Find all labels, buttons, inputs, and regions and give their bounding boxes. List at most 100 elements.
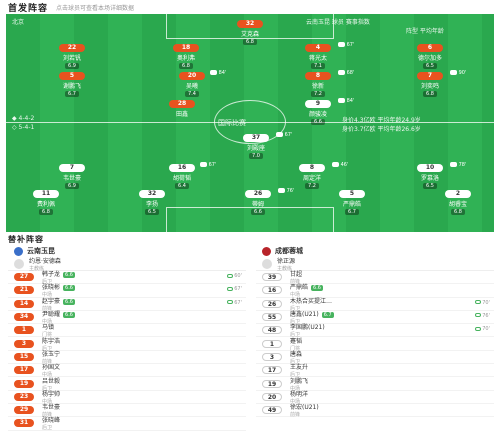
home-player[interactable]: 9 颜骏凌 6.6 bbox=[288, 100, 348, 125]
bench-player-row[interactable]: 3 陈宇浩 后卫 bbox=[8, 337, 246, 352]
away-team-name: 成都蓉城 bbox=[275, 247, 303, 255]
away-player[interactable]: 26 蒂姆 6.6 bbox=[228, 190, 288, 215]
bench-player-row[interactable]: 21 张晓彬 6.6 中场 67' bbox=[8, 284, 246, 298]
bench-player-info: 韩子龙 6.6 后卫 bbox=[42, 269, 246, 285]
player-name: 蒂姆 bbox=[251, 201, 264, 208]
bench-player-row[interactable]: 26 木热合买提江… 后卫 70' bbox=[256, 298, 494, 312]
player-name: 徐新 bbox=[311, 83, 324, 90]
bench-player-row[interactable]: 27 韩子龙 6.6 后卫 60' bbox=[8, 269, 246, 285]
home-player[interactable]: 4 蒋光太 7.1 bbox=[288, 44, 348, 69]
pitch-info-2: 阵型 平均年龄 bbox=[406, 28, 444, 35]
substitution-icon bbox=[278, 188, 285, 193]
bench-player-row[interactable]: 19 吕世毅 后卫 bbox=[8, 377, 246, 392]
bench-player-row[interactable]: 20 杨明洋 中场 bbox=[256, 391, 494, 405]
player-position: 门将 bbox=[42, 332, 53, 339]
away-player[interactable]: 37 刘殿座 7.0 bbox=[226, 134, 286, 159]
player-name: 周定洋 bbox=[302, 175, 321, 182]
bench-player-row[interactable]: 39 甘超 前锋 bbox=[256, 271, 494, 285]
bench-player-row[interactable]: 34 尹聪耀 6.6 中场 bbox=[8, 311, 246, 326]
player-name: 徐宏(U21) bbox=[290, 404, 319, 412]
player-name: 唐淼 bbox=[290, 350, 303, 358]
jersey-number: 32 bbox=[237, 20, 263, 28]
bench-player-row[interactable]: 31 张晓峰 后卫 bbox=[8, 417, 246, 431]
sub-event: 76' bbox=[278, 188, 294, 194]
bench-player-row[interactable]: 3 唐淼 后卫 bbox=[256, 349, 494, 365]
bench-player-info: 王友升 后卫 bbox=[290, 362, 494, 378]
bench-player-info: 唐鑫(U21) 6.7 后卫 bbox=[290, 309, 494, 325]
away-team-row: 成都蓉城 bbox=[256, 245, 494, 257]
bench-player-row[interactable]: 17 王友升 后卫 bbox=[256, 362, 494, 378]
home-player[interactable]: 8 徐新 7.2 bbox=[288, 72, 348, 97]
player-name: 罗慕洛 bbox=[420, 175, 439, 182]
player-position: 后卫 bbox=[42, 385, 53, 392]
jersey-number: 9 bbox=[305, 100, 331, 108]
bench-player-row[interactable]: 29 韦世豪 前锋 bbox=[8, 402, 246, 418]
bench-player-row[interactable]: 17 孙国文 中场 bbox=[8, 364, 246, 378]
player-name: 蒋光太 bbox=[308, 55, 327, 62]
player-position: 后卫 bbox=[290, 372, 301, 379]
player-position: 中场 bbox=[42, 319, 53, 326]
away-player[interactable]: 16 胡荷韬 6.4 bbox=[152, 164, 212, 189]
bench-player-info: 马镇 门将 bbox=[42, 322, 246, 338]
jersey-number: 4 bbox=[305, 44, 331, 52]
player-name: 谢鹏飞 bbox=[62, 83, 81, 90]
bench-player-row[interactable]: 14 赵宇豪 6.6 前锋 67' bbox=[8, 297, 246, 312]
home-player[interactable]: 22 刘若钒 6.9 bbox=[42, 44, 102, 69]
lineup-header: 首发阵容 点击球员可查看本场详细数据 bbox=[0, 0, 500, 14]
bench-player-row[interactable]: 1 蹇韬 门将 bbox=[256, 337, 494, 352]
sub-event: 67' bbox=[227, 286, 242, 292]
bench-player-row[interactable]: 19 刘鹏飞 中场 bbox=[256, 377, 494, 392]
home-player[interactable]: 18 奥利弗 6.8 bbox=[156, 44, 216, 69]
player-rating: 6.6 bbox=[63, 272, 75, 279]
bench-player-info: 严鼎皓 6.6 中场 bbox=[290, 282, 494, 298]
bench-player-info: 唐淼 后卫 bbox=[290, 349, 494, 365]
player-name: 赵宇豪 6.6 bbox=[42, 297, 75, 305]
away-player[interactable]: 5 严鼎皓 6.7 bbox=[322, 190, 382, 215]
bench-player-row[interactable]: 55 唐鑫(U21) 6.7 后卫 76' bbox=[256, 309, 494, 325]
player-position: 后卫 bbox=[290, 305, 301, 312]
jersey-number: 39 bbox=[262, 273, 282, 282]
bench-player-info: 张玉宁 前锋 bbox=[42, 349, 246, 365]
bench-player-row[interactable]: 16 严鼎皓 6.6 中场 bbox=[256, 282, 494, 298]
player-name: 李国鹏(U21) bbox=[290, 324, 325, 332]
player-name: 张晓峰 bbox=[42, 417, 61, 425]
player-rating: 6.6 bbox=[63, 285, 75, 292]
away-player[interactable]: 10 罗慕洛 6.5 bbox=[400, 164, 460, 189]
home-player[interactable]: 32 艾克森 6.8 bbox=[220, 20, 280, 45]
away-coach[interactable]: 徐正源 主教练 bbox=[256, 257, 494, 272]
bench-player-info: 韦世豪 前锋 bbox=[42, 402, 246, 418]
player-rating: 6.8 bbox=[179, 63, 193, 69]
away-player[interactable]: 7 韦世豪 6.9 bbox=[42, 164, 102, 189]
home-player[interactable]: 28 田鑫 bbox=[152, 100, 212, 118]
home-player[interactable]: 7 刘奕鸣 6.8 bbox=[400, 72, 460, 97]
away-player[interactable]: 8 周定洋 7.2 bbox=[282, 164, 342, 189]
bench-player-row[interactable]: 1 马镇 门将 bbox=[8, 322, 246, 338]
away-player[interactable]: 2 胡睿宝 6.8 bbox=[428, 190, 488, 215]
away-player[interactable]: 32 李扬 6.5 bbox=[122, 190, 182, 215]
jersey-number: 16 bbox=[262, 286, 282, 295]
jersey-number: 7 bbox=[59, 164, 85, 172]
substitution-icon bbox=[475, 326, 482, 331]
bench-player-row[interactable]: 48 李国鹏(U21) 后卫 70' bbox=[256, 324, 494, 338]
player-rating: 6.6 bbox=[311, 285, 323, 292]
away-bench: 成都蓉城 徐正源 主教练 39 甘超 前锋 16 严鼎皓 6.6 中场 26 木热合买提江… 后卫… bbox=[256, 245, 494, 418]
jersey-number: 28 bbox=[169, 100, 195, 108]
player-name: 韦世豪 bbox=[42, 404, 61, 412]
bench-player-row[interactable]: 23 杨宇帅 中场 bbox=[8, 391, 246, 405]
home-player[interactable]: 5 谢鹏飞 6.7 bbox=[42, 72, 102, 97]
jersey-number: 7 bbox=[417, 72, 443, 80]
player-rating: 6.6 bbox=[251, 209, 265, 215]
bench-player-info: 徐宏(U21) 前锋 bbox=[290, 402, 494, 418]
home-player[interactable]: 20 吴曦 7.4 bbox=[162, 72, 222, 97]
player-name: 刘鹏飞 bbox=[290, 377, 309, 385]
jersey-number: 3 bbox=[262, 352, 282, 361]
jersey-number: 11 bbox=[33, 190, 59, 198]
player-rating: 6.7 bbox=[345, 209, 359, 215]
home-player[interactable]: 6 德尔加多 6.5 bbox=[400, 44, 460, 69]
home-coach[interactable]: 约恩·安德森 主教练 bbox=[8, 257, 246, 272]
bench-player-row[interactable]: 49 徐宏(U21) 前锋 bbox=[256, 402, 494, 418]
jersey-number: 20 bbox=[179, 72, 205, 80]
away-player[interactable]: 11 费利佩 6.8 bbox=[16, 190, 76, 215]
bench-player-row[interactable]: 15 张玉宁 前锋 bbox=[8, 349, 246, 365]
substitution-icon bbox=[276, 132, 283, 137]
